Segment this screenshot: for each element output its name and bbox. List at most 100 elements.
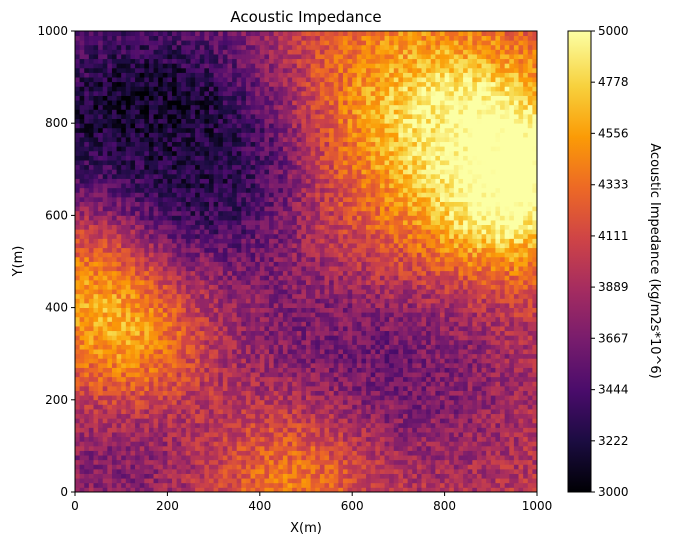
heatmap-cell <box>329 422 335 428</box>
heatmap-cell <box>139 487 145 493</box>
heatmap-cell <box>255 413 261 419</box>
heatmap-cell <box>407 455 413 461</box>
heatmap-cell <box>116 293 122 299</box>
heatmap-cell <box>227 487 233 493</box>
heatmap-cell <box>232 427 238 433</box>
heatmap-cell <box>444 432 450 438</box>
heatmap-cell <box>384 376 390 382</box>
heatmap-cell <box>292 330 298 336</box>
heatmap-cell <box>116 321 122 327</box>
heatmap-cell <box>245 275 251 281</box>
heatmap-cell <box>444 455 450 461</box>
heatmap-cell <box>532 367 538 373</box>
heatmap-cell <box>282 381 288 387</box>
heatmap-cell <box>236 482 242 488</box>
heatmap-cell <box>403 339 409 345</box>
heatmap-cell <box>384 298 390 304</box>
heatmap-cell <box>389 279 395 285</box>
heatmap-cell <box>306 404 312 410</box>
heatmap-cell <box>518 335 524 341</box>
heatmap-cell <box>310 399 316 405</box>
heatmap-cell <box>195 441 201 447</box>
heatmap-cell <box>347 298 353 304</box>
heatmap-cell <box>111 339 117 345</box>
heatmap-cell <box>407 445 413 451</box>
heatmap-cell <box>306 270 312 276</box>
heatmap-cell <box>227 418 233 424</box>
heatmap-cell <box>204 385 210 391</box>
heatmap-cell <box>472 279 478 285</box>
heatmap-cell <box>393 275 399 281</box>
heatmap-cell <box>421 266 427 272</box>
heatmap-cell <box>393 293 399 299</box>
heatmap-cell <box>162 409 168 415</box>
heatmap-cell <box>153 284 159 290</box>
heatmap-cell <box>296 372 302 378</box>
heatmap-cell <box>366 427 372 433</box>
heatmap-cell <box>421 404 427 410</box>
heatmap-cell <box>158 399 164 405</box>
heatmap-cell <box>135 459 141 465</box>
heatmap-cell <box>449 409 455 415</box>
heatmap-cell <box>84 427 90 433</box>
heatmap-cell <box>504 261 510 267</box>
heatmap-cell <box>88 266 94 272</box>
heatmap-cell <box>384 349 390 355</box>
heatmap-cell <box>421 275 427 281</box>
heatmap-cell <box>338 445 344 451</box>
heatmap-cell <box>315 261 321 267</box>
heatmap-cell <box>444 344 450 350</box>
heatmap-cell <box>153 353 159 359</box>
heatmap-cell <box>195 478 201 484</box>
heatmap-cell <box>278 441 284 447</box>
heatmap-cell <box>153 441 159 447</box>
heatmap-cell <box>347 385 353 391</box>
heatmap-cell <box>301 353 307 359</box>
heatmap-cell <box>176 413 182 419</box>
heatmap-cell <box>393 455 399 461</box>
heatmap-cell <box>513 455 519 461</box>
heatmap-cell <box>255 455 261 461</box>
heatmap-cell <box>135 445 141 451</box>
heatmap-cell <box>107 385 113 391</box>
heatmap-cell <box>245 390 251 396</box>
heatmap-cell <box>513 339 519 345</box>
heatmap-cell <box>338 404 344 410</box>
heatmap-cell <box>301 358 307 364</box>
heatmap-cell <box>333 427 339 433</box>
heatmap-cell <box>375 376 381 382</box>
heatmap-cell <box>292 450 298 456</box>
heatmap-cell <box>236 307 242 313</box>
heatmap-cell <box>264 404 270 410</box>
heatmap-cell <box>518 418 524 424</box>
heatmap-cell <box>130 436 136 442</box>
heatmap-cell <box>185 289 191 295</box>
heatmap-cell <box>310 413 316 419</box>
heatmap-cell <box>338 307 344 313</box>
heatmap-cell <box>204 289 210 295</box>
heatmap-cell <box>338 487 344 493</box>
heatmap-cell <box>84 344 90 350</box>
heatmap-cell <box>356 413 362 419</box>
heatmap-cell <box>375 487 381 493</box>
heatmap-cell <box>403 487 409 493</box>
heatmap-cell <box>370 376 376 382</box>
heatmap-cell <box>135 441 141 447</box>
heatmap-cell <box>301 432 307 438</box>
heatmap-cell <box>255 450 261 456</box>
heatmap-cell <box>481 390 487 396</box>
heatmap-cell <box>458 266 464 272</box>
heatmap-cell <box>264 395 270 401</box>
heatmap-cell <box>430 349 436 355</box>
heatmap-cell <box>181 284 187 290</box>
heatmap-cell <box>278 362 284 368</box>
heatmap-cell <box>361 381 367 387</box>
heatmap-cell <box>532 326 538 332</box>
heatmap-cell <box>148 482 154 488</box>
heatmap-cell <box>116 261 122 267</box>
heatmap-cell <box>167 289 173 295</box>
heatmap-cell <box>107 468 113 474</box>
heatmap-cell <box>130 450 136 456</box>
heatmap-cell <box>259 478 265 484</box>
heatmap-cell <box>444 381 450 387</box>
